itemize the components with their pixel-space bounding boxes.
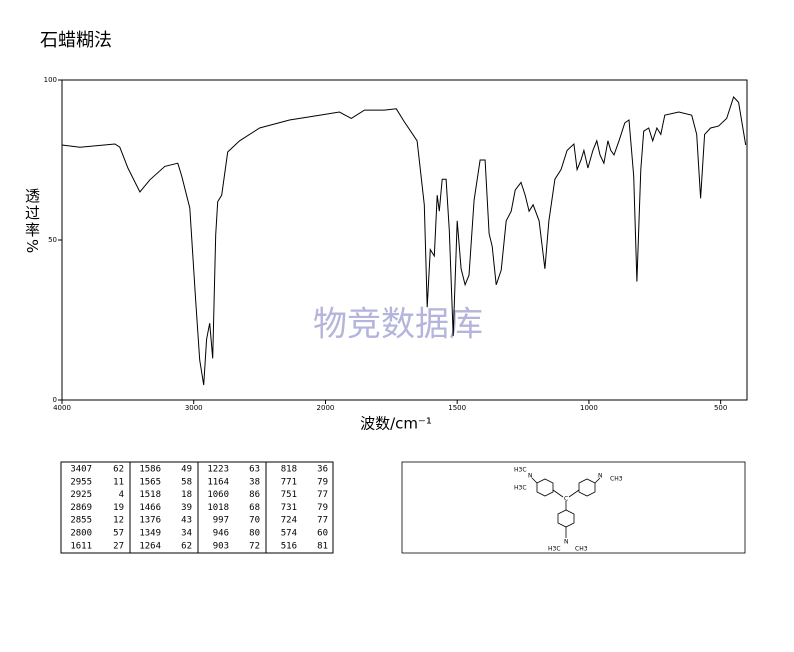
peak-transmittance: 49 [181, 465, 192, 475]
peak-transmittance: 68 [249, 503, 260, 513]
x-tick-label: 500 [714, 404, 727, 412]
peak-transmittance: 4 [119, 490, 124, 500]
peak-transmittance: 77 [317, 516, 328, 526]
atom-label: N [528, 473, 533, 480]
peak-transmittance: 60 [317, 529, 328, 539]
bond [552, 489, 564, 498]
structure-box [401, 461, 746, 554]
peak-transmittance: 38 [249, 477, 260, 487]
peak-transmittance: 57 [113, 529, 124, 539]
peak-transmittance: 86 [249, 490, 260, 500]
atom-label: CH3 [575, 546, 588, 553]
peak-wavenumber: 3407 [70, 465, 92, 475]
spectrum-line [61, 96, 747, 386]
peak-transmittance: 27 [113, 541, 124, 551]
peak-wavenumber: 2955 [70, 477, 92, 487]
peak-wavenumber: 1223 [207, 465, 229, 475]
atom-label: CH3 [610, 476, 623, 483]
atom-label: H3C [514, 485, 527, 492]
peak-wavenumber: 1164 [207, 477, 229, 487]
x-tick-label: 3000 [185, 404, 203, 412]
peak-wavenumber: 516 [281, 541, 297, 551]
peak-wavenumber: 1018 [207, 503, 229, 513]
peak-wavenumber: 1376 [139, 516, 161, 526]
peak-transmittance: 72 [249, 541, 260, 551]
atom-label: N [598, 473, 603, 480]
peak-wavenumber: 903 [213, 541, 229, 551]
peak-table: 3407 62 1586 49 1223 63 818 36 2955 11 1565 58 1164 3… [60, 461, 334, 554]
atom-label: H3C [548, 546, 561, 553]
peak-transmittance: 39 [181, 503, 192, 513]
atom-label: N [564, 539, 569, 546]
y-tick-label: 50 [48, 236, 57, 244]
peak-wavenumber: 1466 [139, 503, 161, 513]
peak-transmittance: 81 [317, 541, 328, 551]
peak-wavenumber: 751 [281, 490, 297, 500]
peak-transmittance: 43 [181, 516, 192, 526]
bond [594, 477, 601, 484]
peak-transmittance: 79 [317, 477, 328, 487]
y-axis-label: 透过率% [23, 188, 41, 256]
x-tick-label: 2000 [317, 404, 335, 412]
x-axis-label: 波数/cm⁻¹ [360, 415, 432, 433]
peak-wavenumber: 1611 [70, 541, 92, 551]
peak-transmittance: 70 [249, 516, 260, 526]
atom-label: H3C [514, 467, 527, 474]
peak-wavenumber: 1586 [139, 465, 161, 475]
peak-wavenumber: 2800 [70, 529, 92, 539]
peak-transmittance: 58 [181, 477, 192, 487]
peak-transmittance: 62 [113, 465, 124, 475]
y-tick-label: 0 [53, 396, 57, 404]
peak-wavenumber: 771 [281, 477, 297, 487]
table-frame [60, 461, 334, 554]
peak-transmittance: 34 [181, 529, 192, 539]
peak-wavenumber: 1518 [139, 490, 161, 500]
peak-wavenumber: 1565 [139, 477, 161, 487]
peak-transmittance: 80 [249, 529, 260, 539]
peak-transmittance: 63 [249, 465, 260, 475]
ring [536, 478, 554, 497]
peak-wavenumber: 818 [281, 465, 297, 475]
chart-title: 石蜡糊法 [40, 30, 112, 51]
plot-frame [61, 79, 748, 401]
bond [568, 489, 580, 498]
peak-wavenumber: 1349 [139, 529, 161, 539]
peak-transmittance: 77 [317, 490, 328, 500]
watermark: 物竞数据库 [313, 305, 483, 345]
peak-transmittance: 62 [181, 541, 192, 551]
x-tick-label: 1500 [448, 404, 466, 412]
peak-transmittance: 18 [181, 490, 192, 500]
peak-wavenumber: 2855 [70, 516, 92, 526]
peak-wavenumber: 1060 [207, 490, 229, 500]
peak-transmittance: 36 [317, 465, 328, 475]
y-tick-label: 100 [44, 76, 57, 84]
peak-transmittance: 12 [113, 516, 124, 526]
x-tick-label: 1000 [580, 404, 598, 412]
peak-transmittance: 11 [113, 477, 124, 487]
peak-transmittance: 19 [113, 503, 124, 513]
ring [578, 478, 596, 497]
peak-wavenumber: 724 [281, 516, 297, 526]
peak-wavenumber: 2869 [70, 503, 92, 513]
peak-wavenumber: 997 [213, 516, 229, 526]
structure-frame [401, 461, 746, 554]
peak-wavenumber: 1264 [139, 541, 161, 551]
peak-transmittance: 79 [317, 503, 328, 513]
atom-label: C [564, 496, 568, 503]
peak-wavenumber: 731 [281, 503, 297, 513]
x-tick-label: 4000 [53, 404, 71, 412]
ring [557, 509, 575, 528]
peak-wavenumber: 2925 [70, 490, 92, 500]
peak-wavenumber: 574 [281, 529, 297, 539]
peak-wavenumber: 946 [213, 529, 229, 539]
bond [531, 477, 538, 484]
